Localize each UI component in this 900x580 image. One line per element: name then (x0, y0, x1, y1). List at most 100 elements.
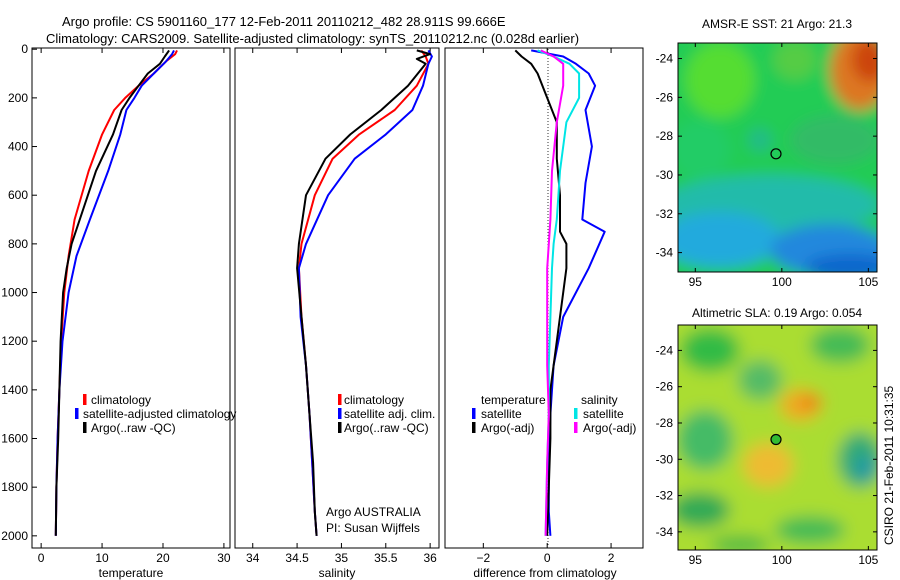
x-tick-label: 34 (246, 551, 260, 565)
salinity-annotation-line2: PI: Susan Wijffels (326, 521, 420, 535)
y-tick-label: 1400 (1, 383, 28, 397)
sst-map-panel: AMSR-E SST: 21 Argo: 21.3 -24 -26 -28 -30 -3… (656, 17, 879, 289)
map-y-tick-label: -32 (656, 489, 674, 503)
salinity-axes-frame (234, 47, 440, 549)
map-x-tick-label: 105 (858, 553, 878, 567)
salinity-xlabel: salinity (319, 566, 356, 580)
legend-swatch-satellite (338, 408, 342, 419)
series-line-argo-raw-qc (54, 49, 170, 536)
legend-swatch-sal-satellite (574, 408, 578, 419)
map-y-tick-label: -26 (656, 380, 674, 394)
series-line-temperature-satellite (531, 49, 606, 536)
y-tick-label: 400 (8, 140, 28, 154)
figure-title-line2: Climatology: CARS2009. Satellite-adjuste… (46, 31, 579, 46)
map-x-tick-label: 105 (858, 275, 878, 289)
legend-swatch-climatology (83, 394, 87, 405)
series-line-argo-raw-qc (296, 49, 432, 536)
map-x-tick-label: 100 (772, 553, 792, 567)
y-tick-label: 2000 (1, 529, 28, 543)
difference-axes-frame (444, 47, 644, 549)
salinity-xticks: 34 34.5 35 35.5 36 (246, 48, 437, 565)
map-y-tick-label: -34 (656, 525, 674, 539)
temperature-panel: 0 200 400 600 800 1000 1200 1400 1600 1800 2000 0 1… (1, 42, 236, 580)
temperature-xlabel: temperature (99, 566, 164, 580)
map-x-tick-label: 100 (772, 275, 792, 289)
temperature-yticks: 0 200 400 600 800 1000 1200 1400 1600 1800 2000 (1, 42, 37, 543)
sst-heatmap (678, 43, 877, 272)
legend-label-argo: Argo(..raw -QC) (344, 421, 429, 435)
x-tick-label: 36 (423, 551, 437, 565)
legend-swatch-climatology (338, 394, 342, 405)
x-tick-label: 10 (95, 551, 109, 565)
map-y-tick-label: -26 (656, 90, 674, 104)
x-tick-label: −2 (476, 551, 490, 565)
temperature-legend: climatology satellite-adjusted climatolo… (75, 393, 236, 435)
sst-map-title: AMSR-E SST: 21 Argo: 21.3 (702, 17, 852, 31)
y-tick-label: 800 (8, 237, 28, 251)
legend-label-sal-argo: Argo(-adj) (583, 421, 636, 435)
legend-label-sal-satellite: satellite (583, 407, 624, 421)
y-tick-label: 1200 (1, 334, 28, 348)
map-y-tick-label: -34 (656, 246, 674, 260)
sla-map-frame (677, 324, 878, 551)
difference-legend: temperature salinity satellite Argo(-adj… (472, 393, 636, 435)
temperature-axes-frame (31, 47, 231, 549)
difference-xlabel: difference from climatology (473, 566, 616, 580)
x-tick-label: 0 (544, 551, 551, 565)
map-y-tick-label: -24 (656, 343, 674, 357)
y-tick-label: 1600 (1, 432, 28, 446)
salinity-annotation-line1: Argo AUSTRALIA (326, 505, 421, 519)
y-tick-label: 200 (8, 91, 28, 105)
legend-label-satellite: satellite-adjusted climatology (83, 407, 236, 421)
legend-swatch-temp-argo (472, 422, 476, 433)
x-tick-label: 0 (38, 551, 45, 565)
salinity-panel: 34 34.5 35 35.5 36 climatology satellite adj… (234, 47, 440, 580)
sst-map-frame (677, 42, 878, 273)
sla-map-title: Altimetric SLA: 0.19 Argo: 0.054 (692, 306, 862, 320)
difference-xticks: −2 0 2 (476, 48, 615, 565)
legend-label-climatology: climatology (91, 393, 151, 407)
legend-swatch-argo (338, 422, 342, 433)
sla-map-ticks: -24 -26 -28 -30 -32 -34 95 100 105 (656, 325, 879, 567)
legend-label-climatology: climatology (344, 393, 404, 407)
x-tick-label: 34.5 (285, 551, 309, 565)
y-tick-label: 1000 (1, 286, 28, 300)
series-line-satellite-adjusted-climatology (54, 49, 175, 536)
map-x-tick-label: 95 (689, 553, 703, 567)
map-y-tick-label: -28 (656, 129, 674, 143)
temperature-series (54, 49, 178, 536)
sst-map-ticks: -24 -26 -28 -30 -32 -34 95 100 105 (656, 43, 879, 289)
map-y-tick-label: -32 (656, 207, 674, 221)
temperature-xticks: 0 10 20 30 (38, 48, 231, 565)
legend-swatch-temp-satellite (472, 408, 476, 419)
x-tick-label: 30 (217, 551, 231, 565)
argo-float-marker (770, 433, 782, 446)
map-y-tick-label: -24 (656, 52, 674, 66)
map-y-tick-label: -30 (656, 452, 674, 466)
legend-swatch-satellite (75, 408, 79, 419)
map-x-tick-label: 95 (689, 275, 703, 289)
series-line-temperature-argo-adj (514, 49, 568, 536)
series-line-salinity-satellite (537, 49, 581, 536)
difference-series (514, 49, 606, 536)
figure-title-line1: Argo profile: CS 5901160_177 12-Feb-2011… (62, 14, 506, 29)
legend-swatch-argo (83, 422, 87, 433)
map-y-tick-label: -30 (656, 168, 674, 182)
legend-label-satellite: satellite adj. clim. (344, 407, 435, 421)
credit-timestamp: CSIRO 21-Feb-2011 10:31:35 (882, 385, 896, 545)
series-line-salinity-argo-adj (540, 49, 565, 536)
legend-label-argo: Argo(..raw -QC) (91, 421, 176, 435)
difference-panel: −2 0 2 temperature salinity satellite Argo… (444, 47, 644, 580)
argo-float-marker (770, 148, 782, 160)
x-tick-label: 35.5 (374, 551, 398, 565)
y-tick-label: 600 (8, 188, 28, 202)
salinity-legend: climatology satellite adj. clim. Argo(..… (338, 393, 435, 435)
x-tick-label: 35 (335, 551, 349, 565)
salinity-series (296, 49, 433, 536)
y-tick-label: 0 (21, 42, 28, 56)
x-tick-label: 2 (608, 551, 615, 565)
legend-header-temperature: temperature (481, 393, 546, 407)
legend-label-temp-argo: Argo(-adj) (481, 421, 534, 435)
legend-label-temp-satellite: satellite (481, 407, 522, 421)
map-y-tick-label: -28 (656, 416, 674, 430)
